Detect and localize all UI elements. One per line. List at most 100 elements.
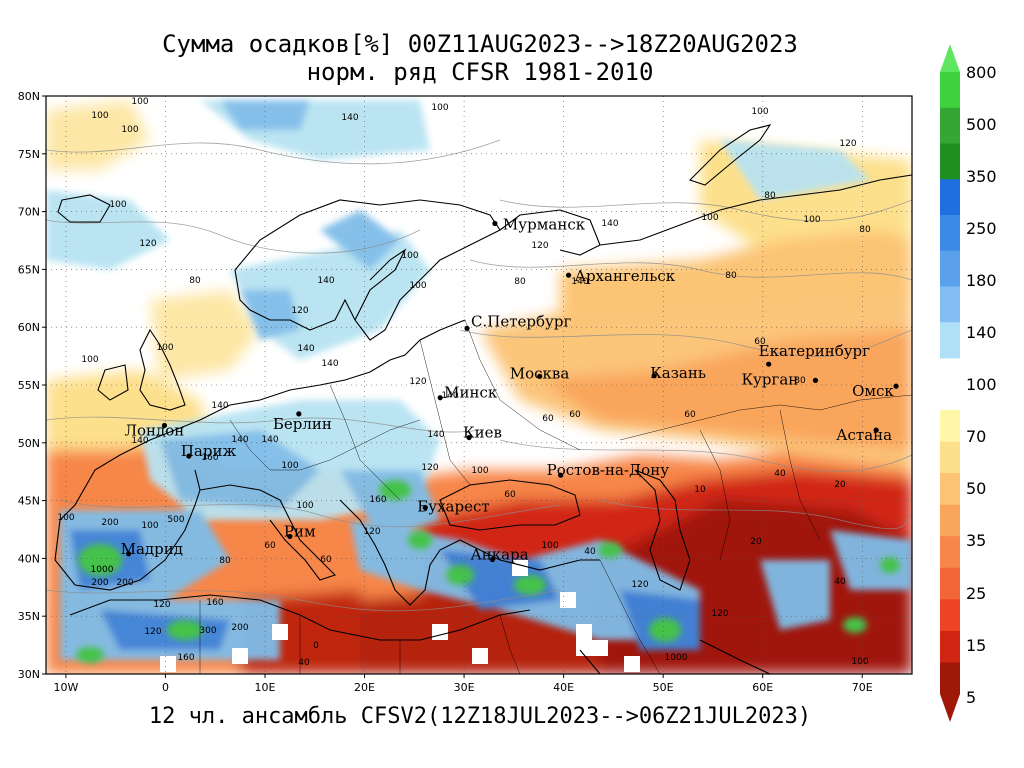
contour-label: 1000 (91, 565, 114, 575)
contour-label: 100 (57, 513, 74, 523)
city-label: Мадрид (121, 540, 183, 558)
contour-label: 1000 (665, 653, 688, 663)
colorbar-label: 100 (966, 375, 997, 394)
colorbar-swatch (940, 107, 960, 144)
contour-label: 120 (144, 627, 161, 637)
contour-label: 100 (131, 97, 148, 107)
contour-label: 120 (139, 239, 156, 249)
lon-label: 60E (752, 681, 773, 694)
city-label: Москва (510, 364, 570, 382)
lat-label: 45N (18, 495, 40, 508)
contour-label: 200 (91, 578, 108, 588)
lat-label: 55N (18, 379, 40, 392)
contour-label: 160 (201, 453, 218, 463)
colorbar-label: 800 (966, 63, 997, 82)
contour-label: 120 (711, 609, 728, 619)
contour-label: 160 (369, 495, 386, 505)
contour-label: 200 (116, 578, 133, 588)
city-dot (437, 395, 443, 401)
contour-label: 100 (701, 213, 718, 223)
lon-label: 50E (653, 681, 674, 694)
contour-label: 40 (834, 577, 846, 587)
colorbar-label: 15 (966, 636, 986, 655)
colorbar-swatch (940, 410, 960, 443)
contour-label: 140 (427, 430, 444, 440)
colorbar-label: 25 (966, 584, 986, 603)
colorbar-swatch (940, 662, 960, 695)
city-dot (812, 377, 819, 383)
lat-label: 30N (18, 668, 40, 681)
contour-label: 100 (431, 103, 448, 113)
contour-label: 100 (401, 251, 418, 261)
colorbar-label: 350 (966, 167, 997, 186)
colorbar-label: 5 (966, 688, 976, 707)
contour-label: 60 (504, 490, 516, 500)
contour-label: 10 (694, 485, 706, 495)
lon-label: 20E (354, 681, 375, 694)
lat-label: 80N (18, 90, 40, 103)
contour-label: 140 (297, 344, 314, 354)
colorbar-label: 250 (966, 219, 997, 238)
lon-label: 10W (53, 681, 78, 694)
contour-label: 120 (839, 139, 856, 149)
city-dot (766, 361, 772, 367)
city-dot (893, 383, 899, 389)
contour-label: 80 (219, 556, 231, 566)
lat-label: 40N (18, 552, 40, 565)
contour-label: 100 (121, 125, 138, 135)
contour-label: 60 (754, 337, 766, 347)
contour-label: 120 (291, 306, 308, 316)
colorbar-swatch (940, 441, 960, 474)
city-dot (489, 556, 496, 563)
colorbar-swatch (940, 286, 960, 323)
contour-label: 60 (542, 414, 554, 424)
city-label: Ростов-на-Дону (547, 461, 670, 479)
lat-label: 65N (18, 263, 40, 276)
colorbar-label: 35 (966, 531, 986, 550)
colorbar-swatch (940, 473, 960, 506)
contour-label: 80 (189, 276, 201, 286)
lon-label: 30E (454, 681, 475, 694)
city-dot (565, 272, 572, 278)
city-label: Берлин (273, 415, 332, 433)
contour-label: 140 (261, 435, 278, 445)
colorbar: 800 500 350 250 180 140 100 70 50 35 25 15 5 (940, 44, 997, 722)
colorbar-swatch (940, 250, 960, 287)
city-dot (537, 373, 543, 379)
colorbar-swatch (940, 72, 960, 109)
contour-label: 60 (569, 410, 581, 420)
chart-title: Сумма осадков[%] 00Z11AUG2023-->18Z20AUG… (162, 30, 798, 58)
contour-label: 200 (101, 518, 118, 528)
city-dot (651, 373, 657, 379)
colorbar-label: 50 (966, 479, 986, 498)
city-label: Омск (852, 382, 894, 400)
contour-label: 80 (764, 191, 776, 201)
longitude-labels: 10W 0 10E 20E 30E 40E 50E 60E 70E (53, 674, 873, 694)
contour-label: 100 (156, 343, 173, 353)
colorbar-bottom-arrow (940, 694, 960, 722)
contour-label: 120 (631, 580, 648, 590)
contour-label: 100 (109, 200, 126, 210)
contour-label: 0 (313, 641, 319, 651)
contour-label: 140 (317, 276, 334, 286)
colorbar-swatch (940, 630, 960, 663)
contour-label: 100 (141, 521, 158, 531)
city-label: С.Петербург (471, 312, 571, 330)
ensemble-caption: 12 чл. ансамбль CFSV2(12Z18JUL2023-->06Z… (148, 704, 812, 729)
city-dot (466, 434, 472, 441)
contour-label: 40 (584, 547, 596, 557)
contour-label: 80 (859, 225, 871, 235)
city-label: Минск (444, 384, 498, 402)
lon-label: 70E (852, 681, 873, 694)
colorbar-swatch (940, 536, 960, 569)
contour-label: 100 (803, 215, 820, 225)
colorbar-top-arrow (940, 44, 960, 72)
contour-label: 100 (851, 657, 868, 667)
latitude-labels: 80N 75N 70N 65N 60N 55N 50N 45N 40N 35N 30N (18, 90, 46, 681)
city-label: Казань (650, 364, 706, 382)
city-label: Астана (836, 426, 892, 444)
contour-label: 100 (296, 501, 313, 511)
city-dot (126, 551, 132, 557)
